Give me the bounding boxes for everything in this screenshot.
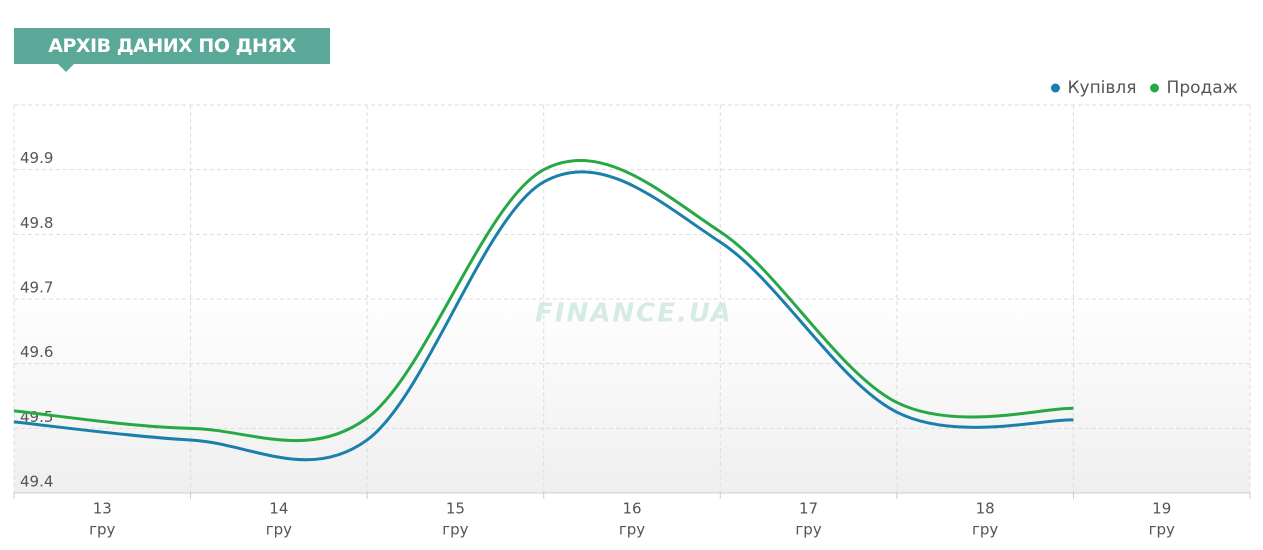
x-tick-label: 19 [1152, 500, 1171, 518]
y-tick-label: 49.9 [20, 149, 53, 167]
x-tick-sublabel: гру [1149, 521, 1175, 539]
x-tick-sublabel: гру [972, 521, 998, 539]
y-tick-label: 49.6 [20, 343, 53, 361]
x-tick-sublabel: гру [619, 521, 645, 539]
x-tick-label: 18 [976, 500, 995, 518]
watermark: FINANCE.UA [535, 299, 733, 329]
x-tick-sublabel: гру [89, 521, 115, 539]
legend-marker [1150, 83, 1160, 93]
plot-shade [14, 290, 1250, 493]
x-tick-sublabel: гру [442, 521, 468, 539]
legend-label: Купівля [1067, 78, 1136, 98]
legend-label: Продаж [1167, 78, 1238, 98]
legend-marker [1050, 83, 1060, 93]
x-tick-sublabel: гру [795, 521, 821, 539]
y-tick-label: 49.8 [20, 214, 53, 232]
x-tick-sublabel: гру [266, 521, 292, 539]
x-tick-label: 16 [622, 500, 641, 518]
x-tick-label: 13 [93, 500, 112, 518]
y-tick-label: 49.7 [20, 279, 53, 297]
x-tick-label: 14 [269, 500, 288, 518]
x-tick-label: 17 [799, 500, 818, 518]
series-line [13, 170, 1074, 462]
title-badge: АРХІВ ДАНИХ ПО ДНЯХ [14, 28, 330, 72]
x-tick-label: 15 [446, 500, 465, 518]
y-tick-label: 49.4 [20, 473, 53, 491]
series-line [13, 158, 1074, 443]
